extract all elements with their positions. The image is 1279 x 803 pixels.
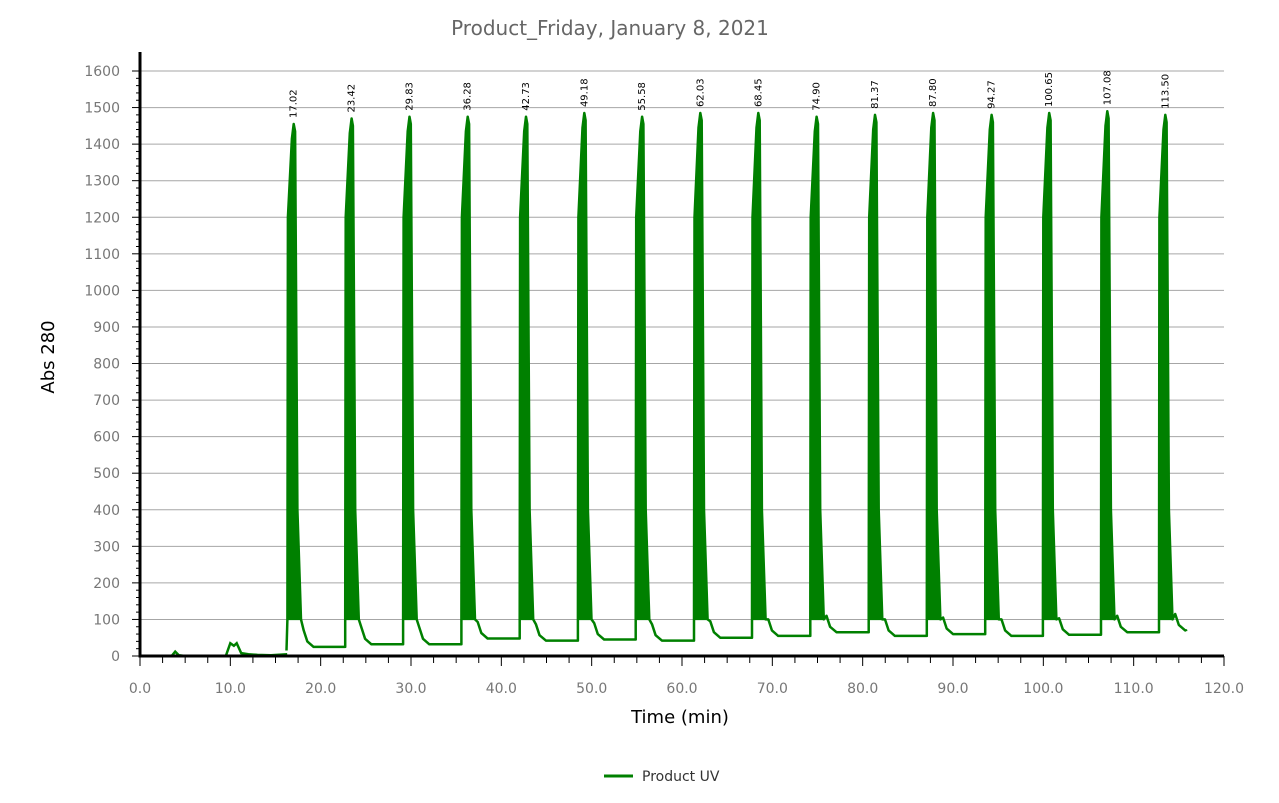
- peak-10: [809, 116, 825, 621]
- y-tick-label: 1300: [84, 174, 120, 190]
- y-tick-label: 100: [93, 612, 120, 628]
- y-axis-label: Abs 280: [38, 320, 59, 393]
- y-tick-label: 600: [93, 430, 120, 446]
- x-tick-label: 50.0: [576, 681, 607, 697]
- product-uv-trace: [140, 109, 1188, 658]
- x-tick-label: 100.0: [1023, 681, 1063, 697]
- peak-time-label: 29.83: [404, 82, 415, 111]
- legend-label-product-uv: Product UV: [642, 769, 720, 785]
- y-tick-label: 500: [93, 466, 120, 482]
- y-tick-label: 700: [93, 393, 120, 409]
- legend[interactable]: Product UV: [604, 769, 720, 785]
- x-tick-label: 10.0: [215, 681, 246, 697]
- gridlines: [140, 70, 1224, 620]
- x-tick-label: 120.0: [1204, 681, 1244, 697]
- y-axis-ticks: 0 100 200 300 400 500 600 700 800 900 1000 1100 1200…: [84, 64, 140, 665]
- peak-time-label: 23.42: [347, 84, 358, 113]
- peak-1: [286, 123, 302, 621]
- y-tick-label: 800: [93, 357, 120, 373]
- y-tick-label: 1600: [84, 64, 120, 80]
- peak-8: [693, 112, 709, 621]
- peak-9: [751, 112, 767, 621]
- y-tick-label: 1500: [84, 101, 120, 117]
- y-tick-label: 1400: [84, 137, 120, 153]
- y-tick-label: 0: [111, 649, 120, 665]
- peak-14: [1042, 112, 1058, 621]
- peak-time-label: 68.45: [753, 78, 764, 107]
- peak-time-label: 74.90: [812, 82, 823, 111]
- peak-time-label: 107.08: [1102, 70, 1113, 105]
- peak-labels: 17.02 23.42 29.83 36.28 42.73 49.18 55.58 62.03…: [289, 70, 1172, 118]
- x-tick-label: 110.0: [1114, 681, 1154, 697]
- x-axis-ticks: 0.0 10.0 20.0 30.0 40.0 50.0 60.0 70.0 80.0 90.0 1…: [129, 656, 1244, 697]
- peak-12: [926, 112, 942, 621]
- y-tick-label: 900: [93, 320, 120, 336]
- y-tick-label: 1100: [84, 247, 120, 263]
- peak-time-label: 49.18: [579, 78, 590, 107]
- peak-time-label: 81.37: [870, 80, 881, 109]
- peak-2: [344, 118, 360, 621]
- peak-5: [518, 116, 534, 621]
- y-tick-label: 1200: [84, 210, 120, 226]
- x-tick-label: 40.0: [486, 681, 517, 697]
- peak-time-label: 55.58: [637, 82, 648, 111]
- x-tick-label: 0.0: [129, 681, 151, 697]
- x-tick-label: 90.0: [937, 681, 968, 697]
- peak-time-label: 17.02: [289, 89, 300, 118]
- y-tick-label: 400: [93, 503, 120, 519]
- peak-time-label: 100.65: [1044, 72, 1055, 107]
- peak-time-label: 113.50: [1160, 74, 1171, 109]
- peak-time-label: 42.73: [521, 82, 532, 111]
- chart-title: Product_Friday, January 8, 2021: [451, 16, 769, 40]
- y-tick-label: 200: [93, 576, 120, 592]
- peak-15: [1100, 111, 1116, 621]
- pre-run-trace: [140, 641, 288, 658]
- y-tick-label: 1000: [84, 283, 120, 299]
- peak-7: [634, 116, 651, 621]
- y-tick-label: 300: [93, 539, 120, 555]
- x-tick-label: 70.0: [757, 681, 788, 697]
- peak-4: [460, 116, 476, 621]
- peak-time-label: 36.28: [463, 82, 474, 111]
- peak-6: [577, 112, 593, 621]
- peak-3: [402, 116, 418, 621]
- peak-time-label: 62.03: [695, 78, 706, 107]
- x-tick-label: 30.0: [395, 681, 426, 697]
- peak-11: [867, 114, 884, 621]
- axes: [138, 52, 1224, 658]
- peak-16: [1158, 114, 1174, 621]
- peak-time-label: 87.80: [928, 78, 939, 107]
- x-tick-label: 80.0: [847, 681, 878, 697]
- x-tick-label: 60.0: [666, 681, 697, 697]
- peak-13: [984, 114, 1000, 621]
- x-tick-label: 20.0: [305, 681, 336, 697]
- peak-time-label: 94.27: [987, 80, 998, 109]
- x-axis-label: Time (min): [630, 707, 729, 728]
